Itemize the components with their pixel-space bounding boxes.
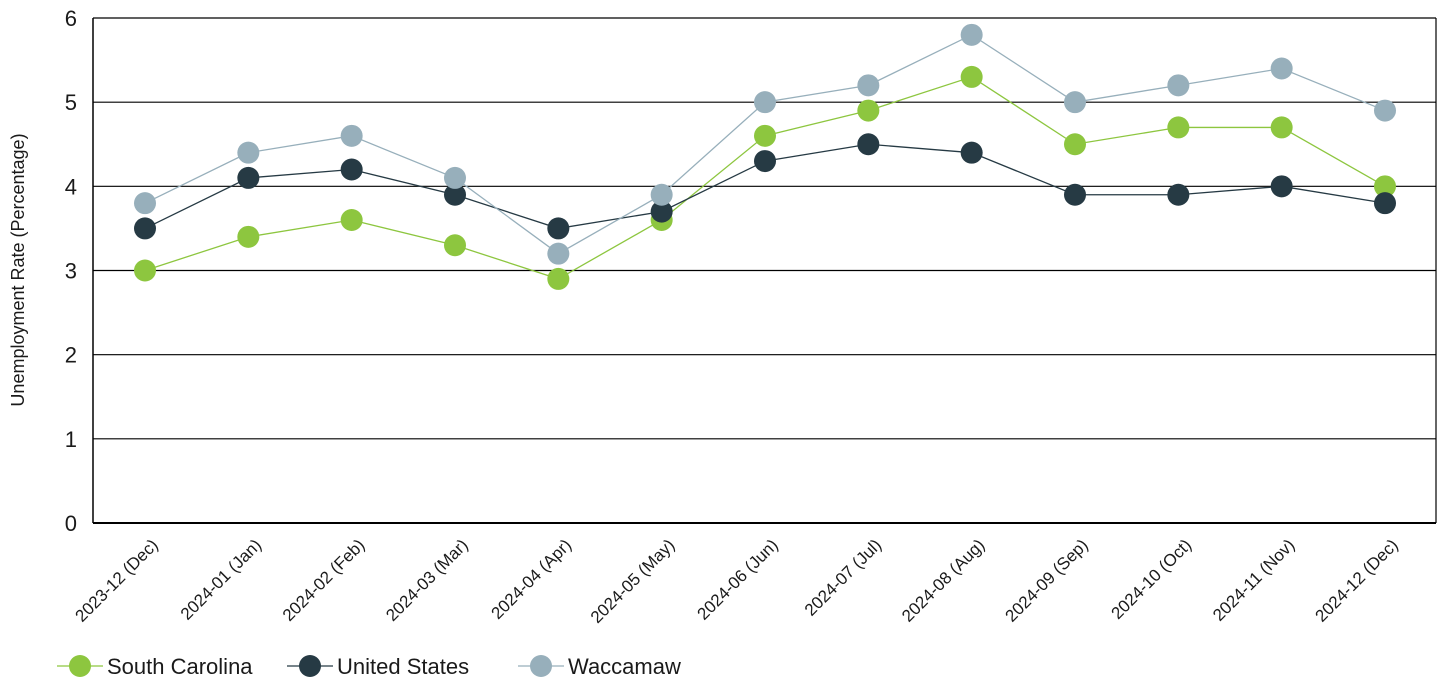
data-point xyxy=(547,267,570,290)
data-point xyxy=(1167,116,1190,139)
data-point xyxy=(134,217,156,240)
y-axis-label: Unemployment Rate (Percentage) xyxy=(8,133,28,406)
data-point xyxy=(444,166,466,189)
data-point xyxy=(1270,57,1293,80)
data-point xyxy=(444,234,466,257)
data-point xyxy=(1167,183,1190,206)
series-2 xyxy=(134,23,1396,265)
data-point xyxy=(340,209,363,231)
y-axis-ticks: 0 1 2 3 4 5 6 xyxy=(65,6,77,536)
data-point xyxy=(857,133,880,156)
legend: South Carolina United States Waccamaw xyxy=(57,654,681,679)
data-point xyxy=(650,183,673,206)
data-point xyxy=(754,150,776,173)
data-point xyxy=(340,158,363,181)
x-tick-label: 2024-03 (Mar) xyxy=(382,535,472,625)
x-tick-label: 2023-12 (Dec) xyxy=(72,535,162,625)
legend-label: Waccamaw xyxy=(568,654,681,679)
x-tick-label: 2024-11 (Nov) xyxy=(1209,535,1298,624)
data-point xyxy=(1374,99,1396,122)
data-point xyxy=(444,183,466,206)
y-tick-label: 4 xyxy=(65,174,77,199)
y-tick-label: 6 xyxy=(65,6,77,31)
legend-marker xyxy=(299,655,321,677)
data-point xyxy=(960,23,983,46)
data-point xyxy=(857,99,880,122)
y-tick-label: 3 xyxy=(65,259,77,284)
y-tick-label: 1 xyxy=(65,427,77,452)
data-point xyxy=(547,242,570,265)
x-axis-ticks: 2023-12 (Dec) 2024-01 (Jan) 2024-02 (Feb) 2… xyxy=(72,535,1402,627)
data-point xyxy=(547,217,570,240)
data-point xyxy=(650,200,673,223)
data-point xyxy=(1064,91,1086,114)
data-point xyxy=(340,124,363,147)
data-point xyxy=(237,166,260,189)
data-point xyxy=(754,91,776,114)
legend-marker xyxy=(530,655,552,677)
x-tick-label: 2024-06 (Jun) xyxy=(694,535,782,623)
series-0 xyxy=(134,65,1396,290)
legend-item: South Carolina xyxy=(57,654,253,679)
y-tick-label: 5 xyxy=(65,90,77,115)
x-tick-label: 2024-04 (Apr) xyxy=(488,535,576,623)
data-point xyxy=(1270,175,1293,198)
x-tick-label: 2024-08 (Aug) xyxy=(898,535,988,625)
x-tick-label: 2024-10 (Oct) xyxy=(1108,535,1196,623)
legend-marker xyxy=(69,655,91,677)
data-point xyxy=(960,65,983,88)
data-point xyxy=(134,259,156,282)
data-point xyxy=(1064,183,1086,206)
legend-item: United States xyxy=(287,654,469,679)
x-tick-label: 2024-02 (Feb) xyxy=(279,535,369,625)
data-point xyxy=(237,141,260,164)
series-group xyxy=(134,23,1396,290)
x-tick-label: 2024-09 (Sep) xyxy=(1002,535,1092,625)
data-point xyxy=(960,141,983,164)
data-point xyxy=(857,74,880,97)
x-tick-label: 2024-12 (Dec) xyxy=(1312,535,1402,625)
data-point xyxy=(237,225,260,248)
x-tick-label: 2024-05 (May) xyxy=(587,535,679,627)
legend-item: Waccamaw xyxy=(518,654,681,679)
legend-label: United States xyxy=(337,654,469,679)
data-point xyxy=(1064,133,1086,156)
data-point xyxy=(134,192,156,215)
x-tick-label: 2024-07 (Jul) xyxy=(801,535,885,619)
data-point xyxy=(1374,192,1396,215)
x-tick-label: 2024-01 (Jan) xyxy=(177,535,265,623)
data-point xyxy=(1167,74,1190,97)
data-point xyxy=(1374,175,1396,198)
y-tick-label: 2 xyxy=(65,343,77,368)
legend-label: South Carolina xyxy=(107,654,253,679)
data-point xyxy=(1270,116,1293,139)
y-tick-label: 0 xyxy=(65,511,77,536)
data-point xyxy=(754,124,776,147)
series-1 xyxy=(134,133,1396,240)
